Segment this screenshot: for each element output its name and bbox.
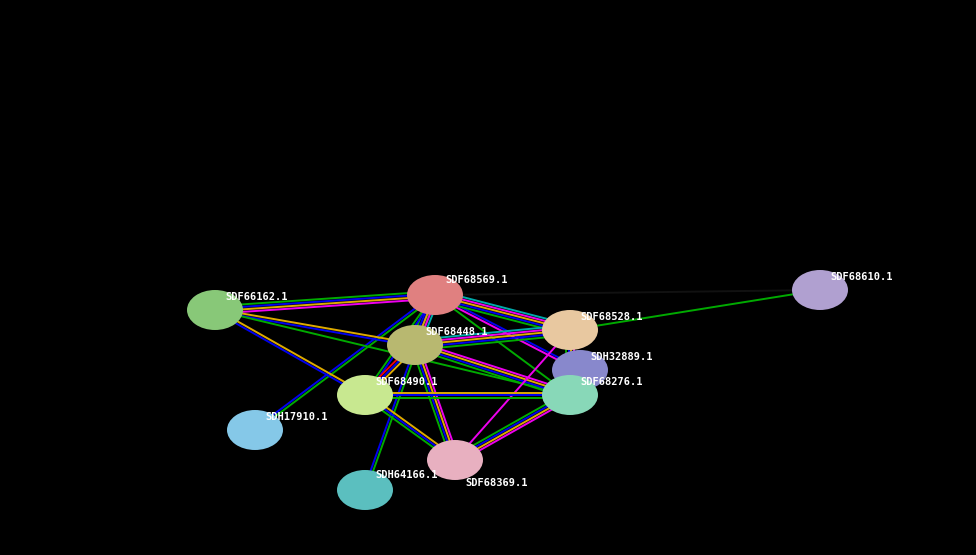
- Text: SDF68528.1: SDF68528.1: [580, 312, 642, 322]
- Text: SDH64166.1: SDH64166.1: [375, 470, 437, 480]
- Ellipse shape: [552, 350, 608, 390]
- Ellipse shape: [542, 310, 598, 350]
- Text: SDF68276.1: SDF68276.1: [580, 377, 642, 387]
- Ellipse shape: [427, 440, 483, 480]
- Text: SDF68569.1: SDF68569.1: [445, 275, 508, 285]
- Text: SDH17910.1: SDH17910.1: [265, 412, 328, 422]
- Text: SDF68448.1: SDF68448.1: [425, 327, 487, 337]
- Ellipse shape: [337, 375, 393, 415]
- Text: SDH32889.1: SDH32889.1: [590, 352, 653, 362]
- Ellipse shape: [407, 275, 463, 315]
- Text: SDF68610.1: SDF68610.1: [830, 272, 892, 282]
- Text: SDF68490.1: SDF68490.1: [375, 377, 437, 387]
- Ellipse shape: [542, 375, 598, 415]
- Ellipse shape: [337, 470, 393, 510]
- Text: SDF66162.1: SDF66162.1: [225, 292, 288, 302]
- Ellipse shape: [227, 410, 283, 450]
- Ellipse shape: [387, 325, 443, 365]
- Ellipse shape: [187, 290, 243, 330]
- Text: SDF68369.1: SDF68369.1: [465, 478, 527, 488]
- Ellipse shape: [792, 270, 848, 310]
